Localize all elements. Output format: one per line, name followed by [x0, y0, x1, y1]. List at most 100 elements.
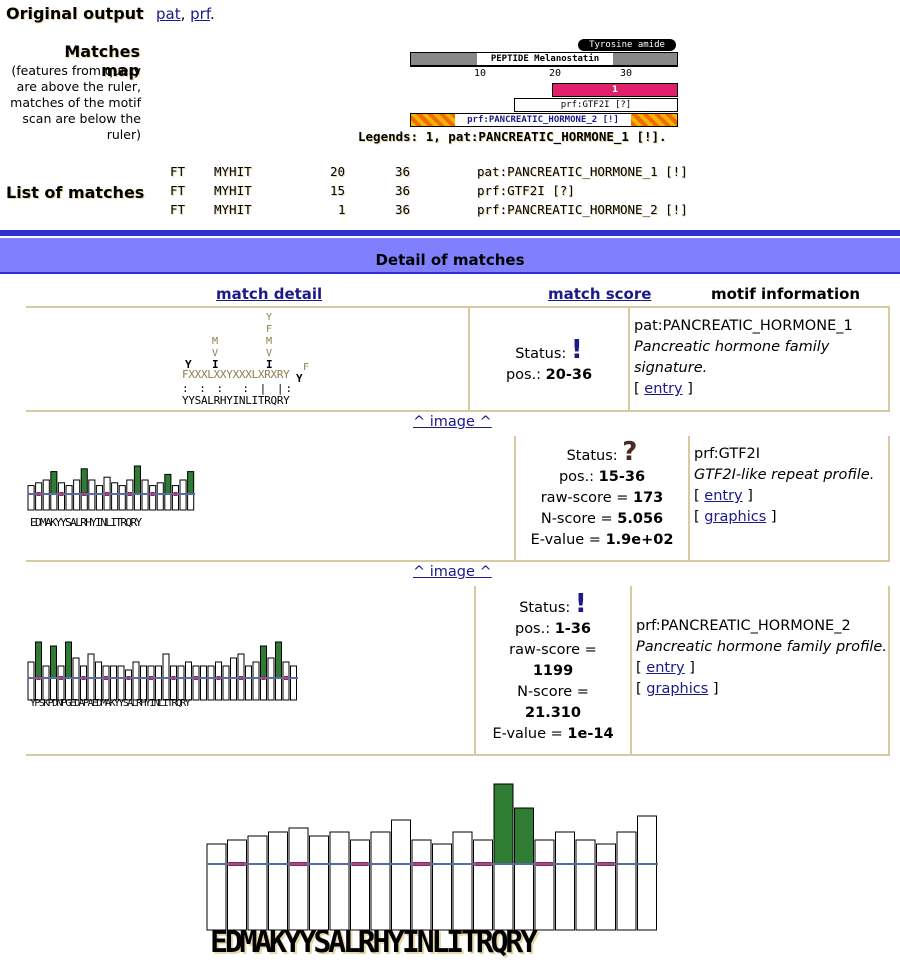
logo-bar-top — [206, 843, 227, 865]
logo-bar-top — [230, 657, 237, 679]
logo-bar-top — [391, 819, 411, 865]
logo-bar-top — [103, 476, 111, 495]
prf-link[interactable]: prf — [190, 5, 211, 23]
logo-bar-top — [111, 482, 119, 495]
logo-bar-top — [185, 661, 192, 679]
logo-bar-top — [155, 665, 162, 679]
logo-bar-top — [42, 479, 50, 495]
logo-bar-bottom — [473, 863, 493, 931]
logo-bar-bottom — [288, 863, 309, 931]
match2-detail-cell: EDMAKYYSALRHYINLITRQRY — [26, 436, 516, 562]
logo-bar-bottom — [200, 677, 207, 701]
logo-bar-bottom — [95, 677, 102, 701]
logo-bar-bottom — [140, 677, 147, 701]
entry-link[interactable]: entry — [704, 488, 743, 504]
logo-bar-top — [27, 661, 35, 679]
tyrosine-amide-feature: Tyrosine amide — [578, 39, 676, 51]
logo-bar-top — [179, 479, 187, 495]
ruler-tick-10: 10 — [474, 68, 487, 79]
graphics-link[interactable]: graphics — [704, 509, 767, 525]
svg-text:Y: Y — [266, 312, 272, 323]
status-label: Status: — [515, 346, 567, 362]
logo-bar-top — [141, 479, 149, 495]
logo-bar-top — [247, 835, 268, 865]
match1-pattern-line: FXXXLXXYXXXLXRXRY — [182, 368, 290, 381]
logo-bar-bottom — [206, 863, 227, 931]
logo-bar-top — [177, 665, 185, 679]
logo-bar-bottom — [72, 677, 80, 701]
svg-text:I: I — [266, 358, 273, 371]
logo-bar-bottom — [411, 863, 432, 931]
logo-bar-bottom — [125, 677, 132, 701]
logo-bar-top — [65, 485, 73, 495]
logo-bar-bottom — [245, 677, 252, 701]
entry-link[interactable]: entry — [644, 381, 683, 397]
logo-bar-bottom — [118, 493, 126, 511]
logo-bar-bottom — [177, 677, 185, 701]
logo-bar-bottom — [164, 493, 172, 511]
match3-motif-cell: prf:PANCREATIC_HORMONE_2 Pancreatic horm… — [632, 586, 890, 756]
match2-score-cell: Status: ? pos.: 15-36 raw-score = 173 N-… — [516, 436, 690, 562]
prf-match-bar[interactable]: prf:PANCREATIC_HORMONE_2 [!] — [410, 113, 678, 127]
logo-bar-bottom — [192, 677, 200, 701]
logo-bar-bottom — [162, 677, 170, 701]
logo-bar-bottom — [156, 493, 164, 511]
logo-bar-top — [156, 482, 164, 495]
logo-bar-bottom — [65, 677, 72, 701]
logo-bar-top — [473, 839, 493, 865]
logo-bar-top — [215, 661, 222, 679]
svg-text:M: M — [212, 336, 218, 347]
peptide-feature-bar: PEPTIDE Melanostatin — [410, 52, 678, 66]
pat-link[interactable]: pat — [156, 5, 181, 23]
graphics-link[interactable]: graphics — [646, 681, 709, 697]
logo-bar-top — [268, 831, 288, 865]
image-link[interactable]: ^ image ^ — [413, 564, 492, 580]
logo-bar-bottom — [141, 493, 149, 511]
logo-bar-bottom — [452, 863, 473, 931]
logo-bar-top — [575, 839, 596, 865]
logo-bar-top — [534, 839, 555, 865]
pat-match-bar[interactable]: 1 — [552, 83, 678, 97]
logo-bar-top — [110, 665, 117, 679]
motif-id: prf:PANCREATIC_HORMONE_2 — [636, 618, 851, 634]
logo-bar-top — [88, 479, 96, 495]
logo-bar-top — [555, 831, 575, 865]
header-match-score[interactable]: match score — [548, 285, 652, 303]
logo-bar-bottom — [102, 677, 110, 701]
logo-bar-bottom — [187, 493, 195, 511]
ruler-tick-30: 30 — [620, 68, 633, 79]
logo-bar-top — [140, 665, 147, 679]
logo-bar-top — [133, 465, 142, 495]
logo-bar-top — [370, 831, 391, 865]
entry-link[interactable]: entry — [646, 660, 685, 676]
match1-score-cell: Status: ! pos.: 20-36 — [470, 308, 630, 412]
logo-bar-top — [50, 471, 58, 495]
logo-bar-top — [329, 831, 350, 865]
logo-bar-top — [164, 473, 172, 495]
match2-sequence: EDMAKYYSALRHYINLITRQRY — [30, 516, 142, 529]
match2-profile-logo — [27, 465, 196, 511]
logo-bar-bottom — [57, 493, 66, 511]
match2-raw: 173 — [633, 490, 664, 506]
logo-bar-bottom — [27, 493, 35, 511]
logo-bar-top — [245, 665, 252, 679]
logo-bar-bottom — [50, 493, 58, 511]
image-link[interactable]: ^ image ^ — [413, 414, 492, 430]
header-match-detail[interactable]: match detail — [216, 285, 323, 303]
motif-id: pat:PANCREATIC_HORMONE_1 — [634, 318, 853, 334]
logo-bar-top — [162, 653, 170, 679]
match3-sequence: YPSKPDNPGEDAPAEDMAKYYSALRHYINLITRQRY — [30, 698, 191, 709]
ruler-line — [410, 66, 678, 67]
logo-bar-bottom — [616, 863, 637, 931]
svg-text:Y: Y — [185, 358, 192, 371]
match3-score-cell: Status: ! pos.: 1-36 raw-score = 1199 N-… — [476, 586, 632, 756]
logo-bar-bottom — [596, 863, 616, 931]
logo-bar-bottom — [227, 863, 247, 931]
logo-bar-bottom — [111, 493, 119, 511]
logo-bar-top — [42, 665, 50, 679]
gtf2i-match-bar[interactable]: prf:GTF2I [?] — [514, 98, 678, 112]
logo-bar-bottom — [110, 677, 117, 701]
logo-bar-top — [65, 641, 72, 679]
